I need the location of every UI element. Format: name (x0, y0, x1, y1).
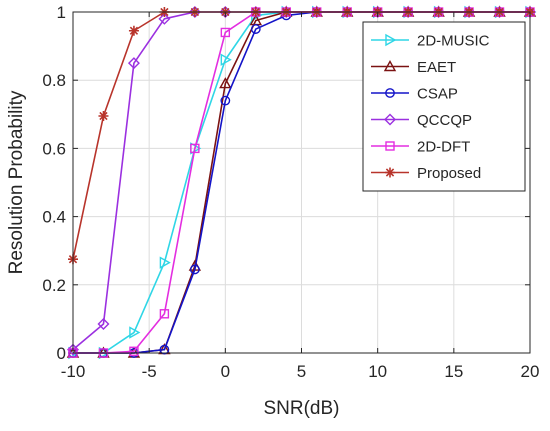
data-point (129, 346, 139, 356)
x-tick-label: -10 (61, 362, 86, 381)
legend: 2D-MUSIC EAET CSAP QCCQP 2D-DFT Proposed (362, 21, 526, 192)
x-tick-label: -5 (142, 362, 157, 381)
ticks: -10 -5 0 5 10 15 20 0 0.2 0.4 0.6 0.8 1 (42, 3, 539, 381)
legend-label: 2D-DFT (417, 139, 470, 156)
data-point (219, 77, 232, 89)
legend-label: Proposed (417, 165, 481, 182)
data-point (250, 24, 261, 34)
data-point (97, 318, 110, 331)
data-point (220, 27, 231, 38)
legend-entry: 2D-MUSIC (371, 33, 490, 50)
legend-label: CSAP (417, 86, 458, 103)
x-tick-label: 0 (221, 362, 230, 381)
data-point (159, 344, 170, 355)
legend-entry: 2D-DFT (371, 139, 470, 156)
y-axis-label: Resolution Probability (6, 90, 27, 274)
x-tick-label: 10 (368, 362, 387, 381)
y-tick-label: 1 (57, 3, 66, 22)
y-tick-label: 0.6 (42, 139, 66, 158)
legend-entry: QCCQP (371, 112, 472, 129)
y-tick-label: 0.8 (42, 71, 66, 90)
data-point (129, 326, 141, 339)
data-point (158, 12, 171, 25)
legend-entry: CSAP (371, 86, 458, 103)
legend-marker (385, 88, 395, 98)
legend-label: QCCQP (417, 112, 472, 129)
data-point (67, 343, 79, 356)
legend-marker (383, 60, 397, 72)
data-point (159, 256, 171, 269)
legend-marker (385, 167, 395, 178)
legend-box (362, 21, 526, 192)
x-tick-label: 20 (521, 362, 540, 381)
legend-marker (384, 113, 396, 126)
legend-marker (385, 33, 397, 47)
legend-label: 2D-MUSIC (417, 33, 490, 50)
data-point (190, 143, 200, 154)
x-axis-label: SNR(dB) (263, 398, 339, 419)
data-point (128, 25, 139, 36)
y-tick-label: 0.2 (42, 276, 66, 295)
legend-label: EAET (417, 59, 456, 76)
x-tick-label: 15 (444, 362, 463, 381)
data-point (220, 53, 232, 66)
y-tick-label: 0.4 (42, 208, 66, 227)
data-point (98, 111, 109, 122)
data-point (189, 264, 200, 275)
legend-marker (385, 141, 395, 151)
legend-entry: EAET (371, 59, 456, 76)
data-point (159, 309, 170, 319)
data-point (127, 57, 140, 70)
legend-entry: Proposed (371, 165, 481, 182)
data-point (220, 95, 231, 106)
y-tick-label: 0 (57, 344, 66, 363)
x-tick-label: 5 (297, 362, 306, 381)
